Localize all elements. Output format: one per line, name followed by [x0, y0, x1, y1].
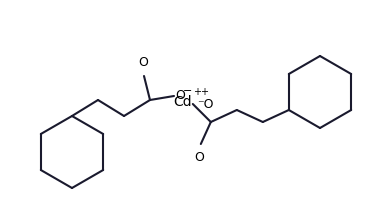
Text: Cd: Cd [173, 95, 192, 109]
Text: ⁻O: ⁻O [197, 97, 214, 110]
Text: ++: ++ [193, 87, 209, 97]
Text: −: − [183, 86, 192, 96]
Text: O: O [194, 151, 204, 164]
Text: O: O [138, 56, 148, 69]
Text: O: O [175, 88, 185, 101]
